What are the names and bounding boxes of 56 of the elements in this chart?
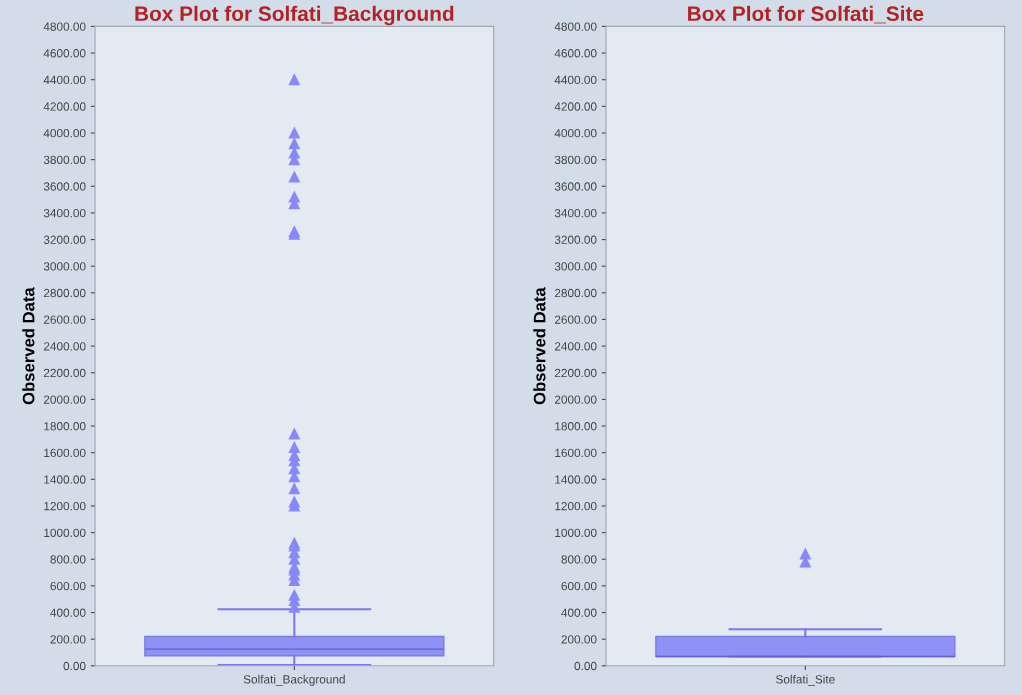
- y-tick-label: 800.00: [50, 555, 86, 564]
- y-tick-label: 200.00: [561, 635, 597, 644]
- y-tick-label: 2000.00: [554, 395, 597, 404]
- y-tick-label: 1800.00: [44, 422, 86, 431]
- y-tick-label: 3600.00: [554, 182, 597, 191]
- y-tick-label: 1000.00: [555, 528, 597, 537]
- y-tick-label: 2800.00: [554, 288, 597, 298]
- y-axis-title: Observed Data: [22, 287, 35, 405]
- y-tick-label: 800.00: [561, 555, 597, 564]
- chart-title: Box Plot for Solfati_Background: [135, 5, 454, 26]
- y-tick-label: 1200.00: [44, 501, 86, 511]
- y-tick-label: 4600.00: [43, 49, 86, 58]
- chart-title: Box Plot for Solfati_Site: [688, 5, 924, 24]
- y-tick-label: 4800.00: [554, 22, 597, 31]
- y-tick-label: 1400.00: [44, 475, 86, 484]
- y-tick-label: 3000.00: [554, 262, 597, 271]
- x-tick-label: Solfati_Site: [776, 674, 835, 686]
- y-tick-label: 3200.00: [554, 235, 597, 244]
- y-tick-label: 3400.00: [43, 208, 86, 218]
- y-tick-label: 3000.00: [43, 262, 86, 271]
- y-tick-label: 4600.00: [554, 49, 597, 58]
- y-tick-label: 4000.00: [43, 129, 86, 138]
- y-tick-label: 2400.00: [43, 342, 86, 351]
- y-tick-label: 600.00: [561, 581, 597, 591]
- y-tick-label: 4400.00: [43, 75, 86, 85]
- y-tick-label: 4200.00: [43, 102, 86, 111]
- y-tick-label: 3200.00: [43, 235, 86, 244]
- y-tick-label: 400.00: [50, 608, 86, 617]
- y-tick-label: 400.00: [561, 608, 597, 617]
- y-tick-label: 0.00: [63, 661, 86, 671]
- y-tick-label: 1600.00: [44, 448, 86, 458]
- y-tick-label: 2200.00: [43, 368, 86, 378]
- y-tick-label: 3400.00: [554, 208, 597, 218]
- y-tick-label: 200.00: [50, 635, 86, 644]
- y-tick-label: 3600.00: [43, 182, 86, 191]
- y-tick-label: 2400.00: [554, 342, 597, 351]
- y-tick-label: 4400.00: [554, 75, 597, 85]
- y-tick-label: 1800.00: [555, 422, 597, 431]
- y-tick-label: 3800.00: [43, 155, 86, 165]
- y-tick-label: 2800.00: [43, 288, 86, 298]
- y-tick-label: 2200.00: [554, 368, 597, 378]
- y-tick-label: 1400.00: [555, 475, 597, 484]
- y-tick-label: 1000.00: [44, 528, 86, 537]
- y-tick-label: 2600.00: [43, 315, 86, 324]
- y-tick-label: 1600.00: [555, 448, 597, 458]
- y-tick-label: 2000.00: [43, 395, 86, 404]
- y-tick-label: 3800.00: [554, 155, 597, 165]
- y-tick-label: 4200.00: [554, 102, 597, 111]
- x-tick-label: Solfati_Background: [243, 674, 345, 686]
- y-tick-label: 0.00: [574, 661, 597, 671]
- y-tick-label: 2600.00: [554, 315, 597, 324]
- y-tick-label: 1200.00: [555, 501, 597, 511]
- y-tick-label: 4000.00: [554, 129, 597, 138]
- y-axis-title: Observed Data: [533, 287, 546, 405]
- y-tick-label: 4800.00: [43, 22, 86, 31]
- y-tick-label: 600.00: [50, 581, 86, 591]
